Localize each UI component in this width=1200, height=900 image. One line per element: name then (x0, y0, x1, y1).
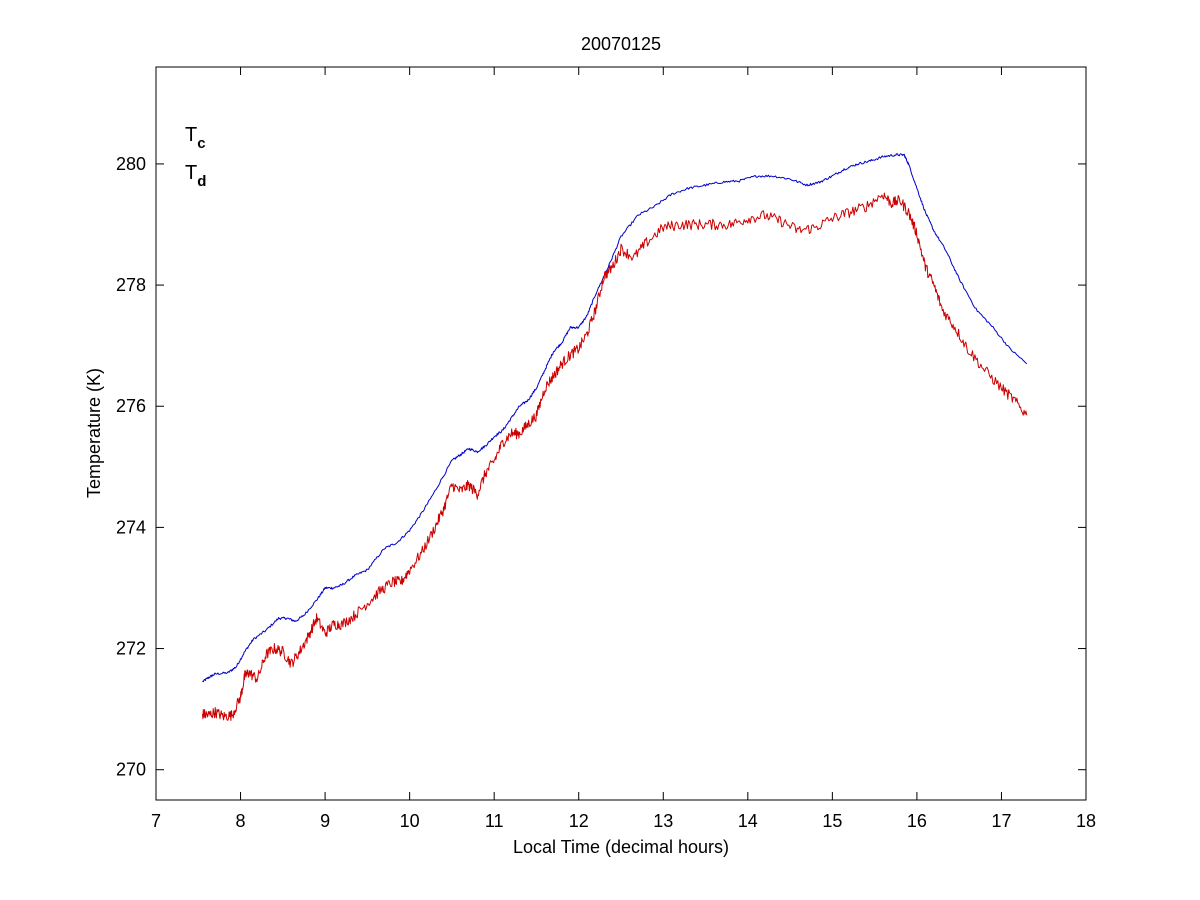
y-tick-label: 280 (116, 154, 146, 174)
x-tick-label: 13 (653, 811, 673, 831)
x-tick-label: 14 (738, 811, 758, 831)
x-tick-label: 12 (569, 811, 589, 831)
series-line-tc (202, 153, 1028, 683)
x-tick-label: 18 (1076, 811, 1096, 831)
x-tick-label: 15 (822, 811, 842, 831)
y-tick-label: 270 (116, 760, 146, 780)
y-axis-label: Temperature (K) (84, 368, 104, 498)
x-tick-label: 11 (485, 811, 504, 831)
data-series (202, 153, 1028, 721)
x-tick-label: 7 (151, 811, 161, 831)
series-line-td (202, 192, 1028, 721)
axis-ticks: 7 8 9 10 11 12 13 14 15 16 17 18 270 272 274 276 278 280 (116, 67, 1096, 831)
legend-entry-td: Td (185, 162, 206, 190)
x-tick-label: 9 (320, 811, 330, 831)
legend-entry-td-sub: d (197, 173, 206, 190)
y-tick-label: 274 (116, 517, 146, 537)
legend: Tc Td (185, 124, 206, 190)
chart-title: 20070125 (581, 34, 661, 54)
y-tick-label: 272 (116, 639, 146, 659)
plot-area-frame (155, 66, 1087, 801)
y-tick-label: 276 (116, 396, 146, 416)
legend-entry-tc-base: T (185, 124, 197, 146)
legend-entry-tc: Tc (185, 124, 206, 152)
x-tick-label: 10 (400, 811, 420, 831)
legend-entry-tc-sub: c (197, 135, 205, 152)
x-tick-label: 8 (236, 811, 246, 831)
x-axis-label: Local Time (decimal hours) (513, 837, 729, 857)
x-tick-label: 16 (907, 811, 927, 831)
legend-entry-td-base: T (185, 162, 197, 184)
y-tick-label: 278 (116, 275, 146, 295)
x-tick-label: 17 (991, 811, 1011, 831)
